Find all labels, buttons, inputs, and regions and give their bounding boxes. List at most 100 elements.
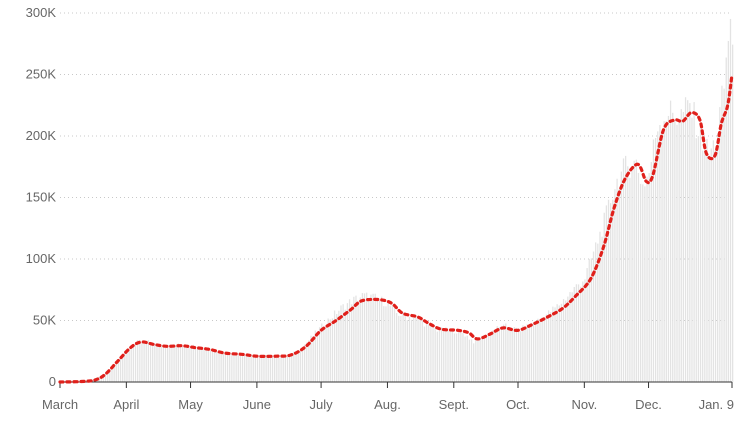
daily-bar: [702, 150, 704, 382]
x-tick-label: April: [113, 397, 139, 412]
daily-bar: [207, 349, 209, 382]
daily-bar: [419, 319, 421, 382]
daily-bar: [520, 331, 522, 382]
daily-bar: [312, 336, 314, 382]
daily-bar: [451, 328, 453, 382]
daily-bar: [274, 357, 276, 382]
daily-bar: [565, 300, 567, 382]
x-tick-label: Dec.: [635, 397, 662, 412]
daily-bar: [233, 354, 235, 382]
daily-bar: [130, 346, 132, 382]
daily-bar: [269, 357, 272, 382]
daily-bar: [462, 333, 464, 382]
daily-bar: [464, 336, 466, 382]
daily-bar: [575, 284, 578, 382]
daily-bar: [496, 326, 498, 382]
daily-bar: [179, 345, 182, 382]
daily-bar: [295, 353, 297, 382]
daily-bar: [708, 155, 710, 382]
daily-bar: [631, 170, 633, 382]
daily-bar: [318, 327, 321, 382]
daily-bar: [162, 347, 165, 382]
daily-bar: [139, 340, 141, 382]
daily-bar: [301, 348, 304, 382]
daily-bar: [556, 304, 558, 382]
daily-bar: [547, 310, 550, 382]
daily-bar: [511, 330, 513, 382]
daily-bar: [684, 97, 687, 383]
daily-bar: [355, 295, 357, 382]
daily-bar: [447, 330, 449, 382]
daily-bar: [682, 112, 685, 382]
x-tick-label: June: [243, 397, 271, 412]
daily-bar: [366, 292, 368, 382]
daily-bar: [712, 140, 715, 382]
daily-bar: [627, 166, 629, 382]
daily-bar: [323, 327, 325, 382]
daily-bar: [717, 133, 719, 382]
daily-bar: [156, 343, 158, 382]
daily-bar: [522, 325, 524, 382]
daily-bar: [586, 268, 588, 382]
daily-bar: [505, 323, 507, 382]
daily-bar: [104, 372, 107, 382]
daily-bar: [483, 338, 486, 382]
daily-bar: [680, 109, 682, 383]
daily-bar: [117, 361, 120, 382]
daily-bar: [164, 347, 167, 382]
daily-bar: [498, 327, 501, 382]
daily-bar: [729, 18, 732, 383]
daily-bar: [346, 303, 349, 382]
daily-bar: [669, 100, 672, 382]
daily-bar: [624, 155, 627, 382]
daily-bar: [667, 115, 670, 383]
daily-bar: [428, 324, 430, 382]
daily-bar: [344, 309, 346, 382]
daily-bar: [714, 150, 717, 382]
daily-bar: [186, 346, 188, 382]
daily-bar: [560, 303, 563, 382]
daily-bar: [438, 331, 441, 382]
daily-bar: [149, 343, 152, 382]
daily-bar: [661, 130, 663, 382]
daily-bar: [385, 306, 387, 382]
daily-bar: [160, 345, 162, 382]
daily-bar: [175, 345, 177, 382]
daily-bar: [612, 199, 614, 382]
daily-bar: [665, 121, 667, 382]
daily-bar: [663, 121, 665, 383]
daily-bar: [199, 349, 201, 382]
x-tick-label: May: [178, 397, 203, 412]
daily-bar: [687, 100, 689, 382]
daily-bar: [432, 328, 434, 382]
daily-bar: [494, 329, 496, 382]
daily-bar: [458, 329, 460, 382]
daily-bar: [509, 329, 511, 382]
daily-bar: [545, 314, 548, 382]
daily-bar: [137, 340, 139, 382]
daily-bar: [111, 367, 113, 382]
daily-bar: [552, 306, 554, 382]
daily-bar: [727, 40, 730, 382]
daily-bar: [562, 299, 565, 382]
daily-bar: [192, 344, 194, 382]
y-tick-label: 100K: [26, 251, 57, 266]
daily-bar: [672, 112, 674, 382]
daily-bar: [214, 351, 216, 382]
daily-bar: [331, 318, 334, 382]
daily-bar: [222, 352, 224, 382]
daily-bar: [654, 137, 657, 382]
daily-bar: [147, 340, 150, 382]
daily-bar: [340, 305, 342, 382]
daily-bar: [391, 304, 394, 382]
daily-bar: [293, 351, 295, 382]
daily-bar: [107, 370, 109, 382]
x-tick-label: July: [310, 397, 334, 412]
x-tick-label: Oct.: [506, 397, 530, 412]
x-tick-label: Jan. 9: [699, 397, 734, 412]
daily-bar: [248, 355, 250, 382]
daily-bar: [517, 329, 520, 382]
daily-bar: [537, 318, 539, 382]
daily-bar: [169, 347, 171, 382]
daily-bar: [532, 323, 535, 382]
